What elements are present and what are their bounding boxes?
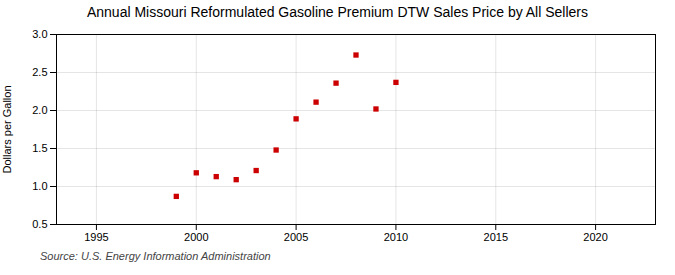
svg-text:2005: 2005: [284, 231, 308, 243]
svg-text:2010: 2010: [384, 231, 408, 243]
svg-text:0.5: 0.5: [32, 218, 47, 230]
svg-text:3.0: 3.0: [32, 28, 47, 40]
svg-text:2020: 2020: [583, 231, 607, 243]
svg-text:2.0: 2.0: [32, 104, 47, 116]
html-text:Annual Missouri Reformulated G: Annual Missouri Reformulated Gasoline Pr…: [87, 4, 588, 20]
html-text:Source: U.S. Energy Informatio: Source: U.S. Energy Information Administ…: [40, 250, 271, 262]
svg-text:2015: 2015: [484, 231, 508, 243]
svg-text:Dollars per Gallon: Dollars per Gallon: [1, 85, 13, 173]
svg-text:2.5: 2.5: [32, 66, 47, 78]
svg-text:1.0: 1.0: [32, 180, 47, 192]
svg-text:2000: 2000: [184, 231, 208, 243]
svg-text:1.5: 1.5: [32, 142, 47, 154]
svg-text:1995: 1995: [84, 231, 108, 243]
